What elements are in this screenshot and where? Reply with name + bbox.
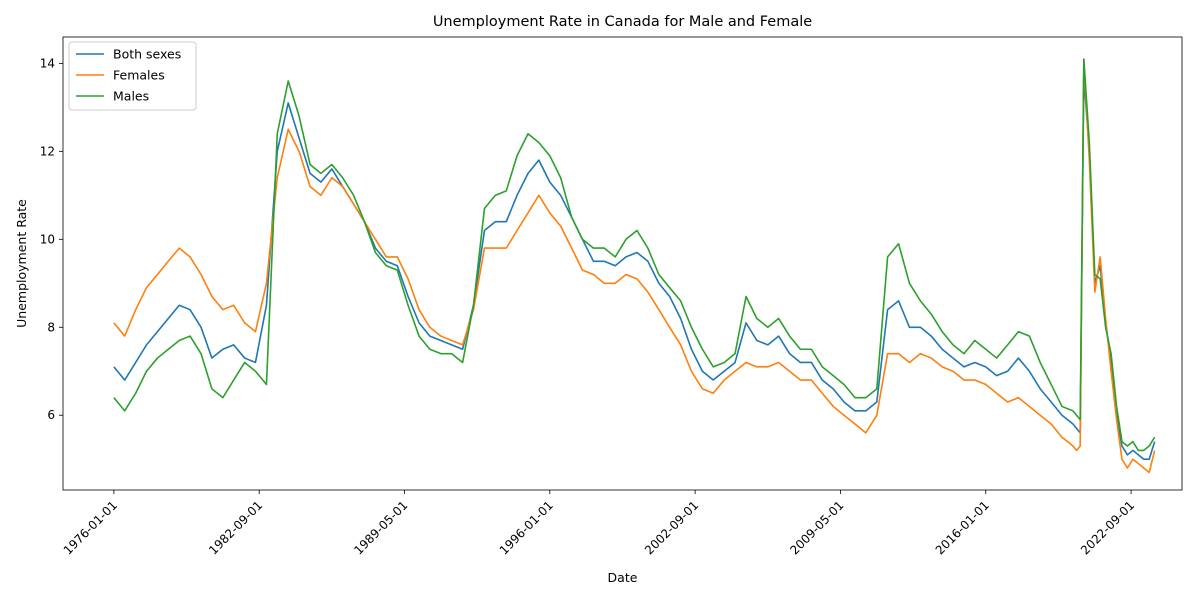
series-layer: [113, 58, 1156, 474]
y-tick-label-2: 10: [40, 232, 55, 246]
x-axis: 1976-01-01 1982-09-01 1989-05-01 1996-01-01…: [61, 490, 1137, 557]
legend-label-0: Both sexes: [113, 47, 181, 62]
x-tick-label-1: 1982-09-01: [206, 498, 265, 557]
x-tick-label-7: 2022-09-01: [1078, 498, 1137, 557]
y-tick-label-1: 8: [47, 320, 55, 334]
x-tick-label-2: 1989-05-01: [351, 498, 410, 557]
x-tick-label-4: 2002-09-01: [642, 498, 701, 557]
y-axis-label: Unemployment Rate: [14, 199, 29, 328]
legend-label-1: Females: [113, 68, 165, 83]
chart-title: Unemployment Rate in Canada for Male and…: [433, 14, 812, 30]
y-tick-label-0: 6: [47, 408, 55, 422]
series-line-0: [113, 75, 1156, 461]
y-tick-label-3: 12: [40, 144, 55, 158]
x-tick-label-3: 1996-01-01: [497, 498, 556, 557]
series-line-2: [113, 58, 1156, 452]
x-tick-label-0: 1976-01-01: [61, 498, 120, 557]
x-axis-label: Date: [608, 570, 638, 585]
plot-frame: [62, 36, 1183, 491]
legend-label-2: Males: [113, 89, 149, 104]
series-line-1: [113, 58, 1156, 474]
legend: Both sexes Females Males: [68, 41, 197, 111]
legend-box: [68, 41, 197, 111]
y-tick-label-4: 14: [40, 56, 55, 70]
y-axis: 6 8 10 12 14: [40, 56, 63, 422]
x-tick-label-5: 2009-05-01: [787, 498, 846, 557]
plot-area: [63, 37, 1182, 490]
x-tick-label-6: 2016-01-01: [933, 498, 992, 557]
